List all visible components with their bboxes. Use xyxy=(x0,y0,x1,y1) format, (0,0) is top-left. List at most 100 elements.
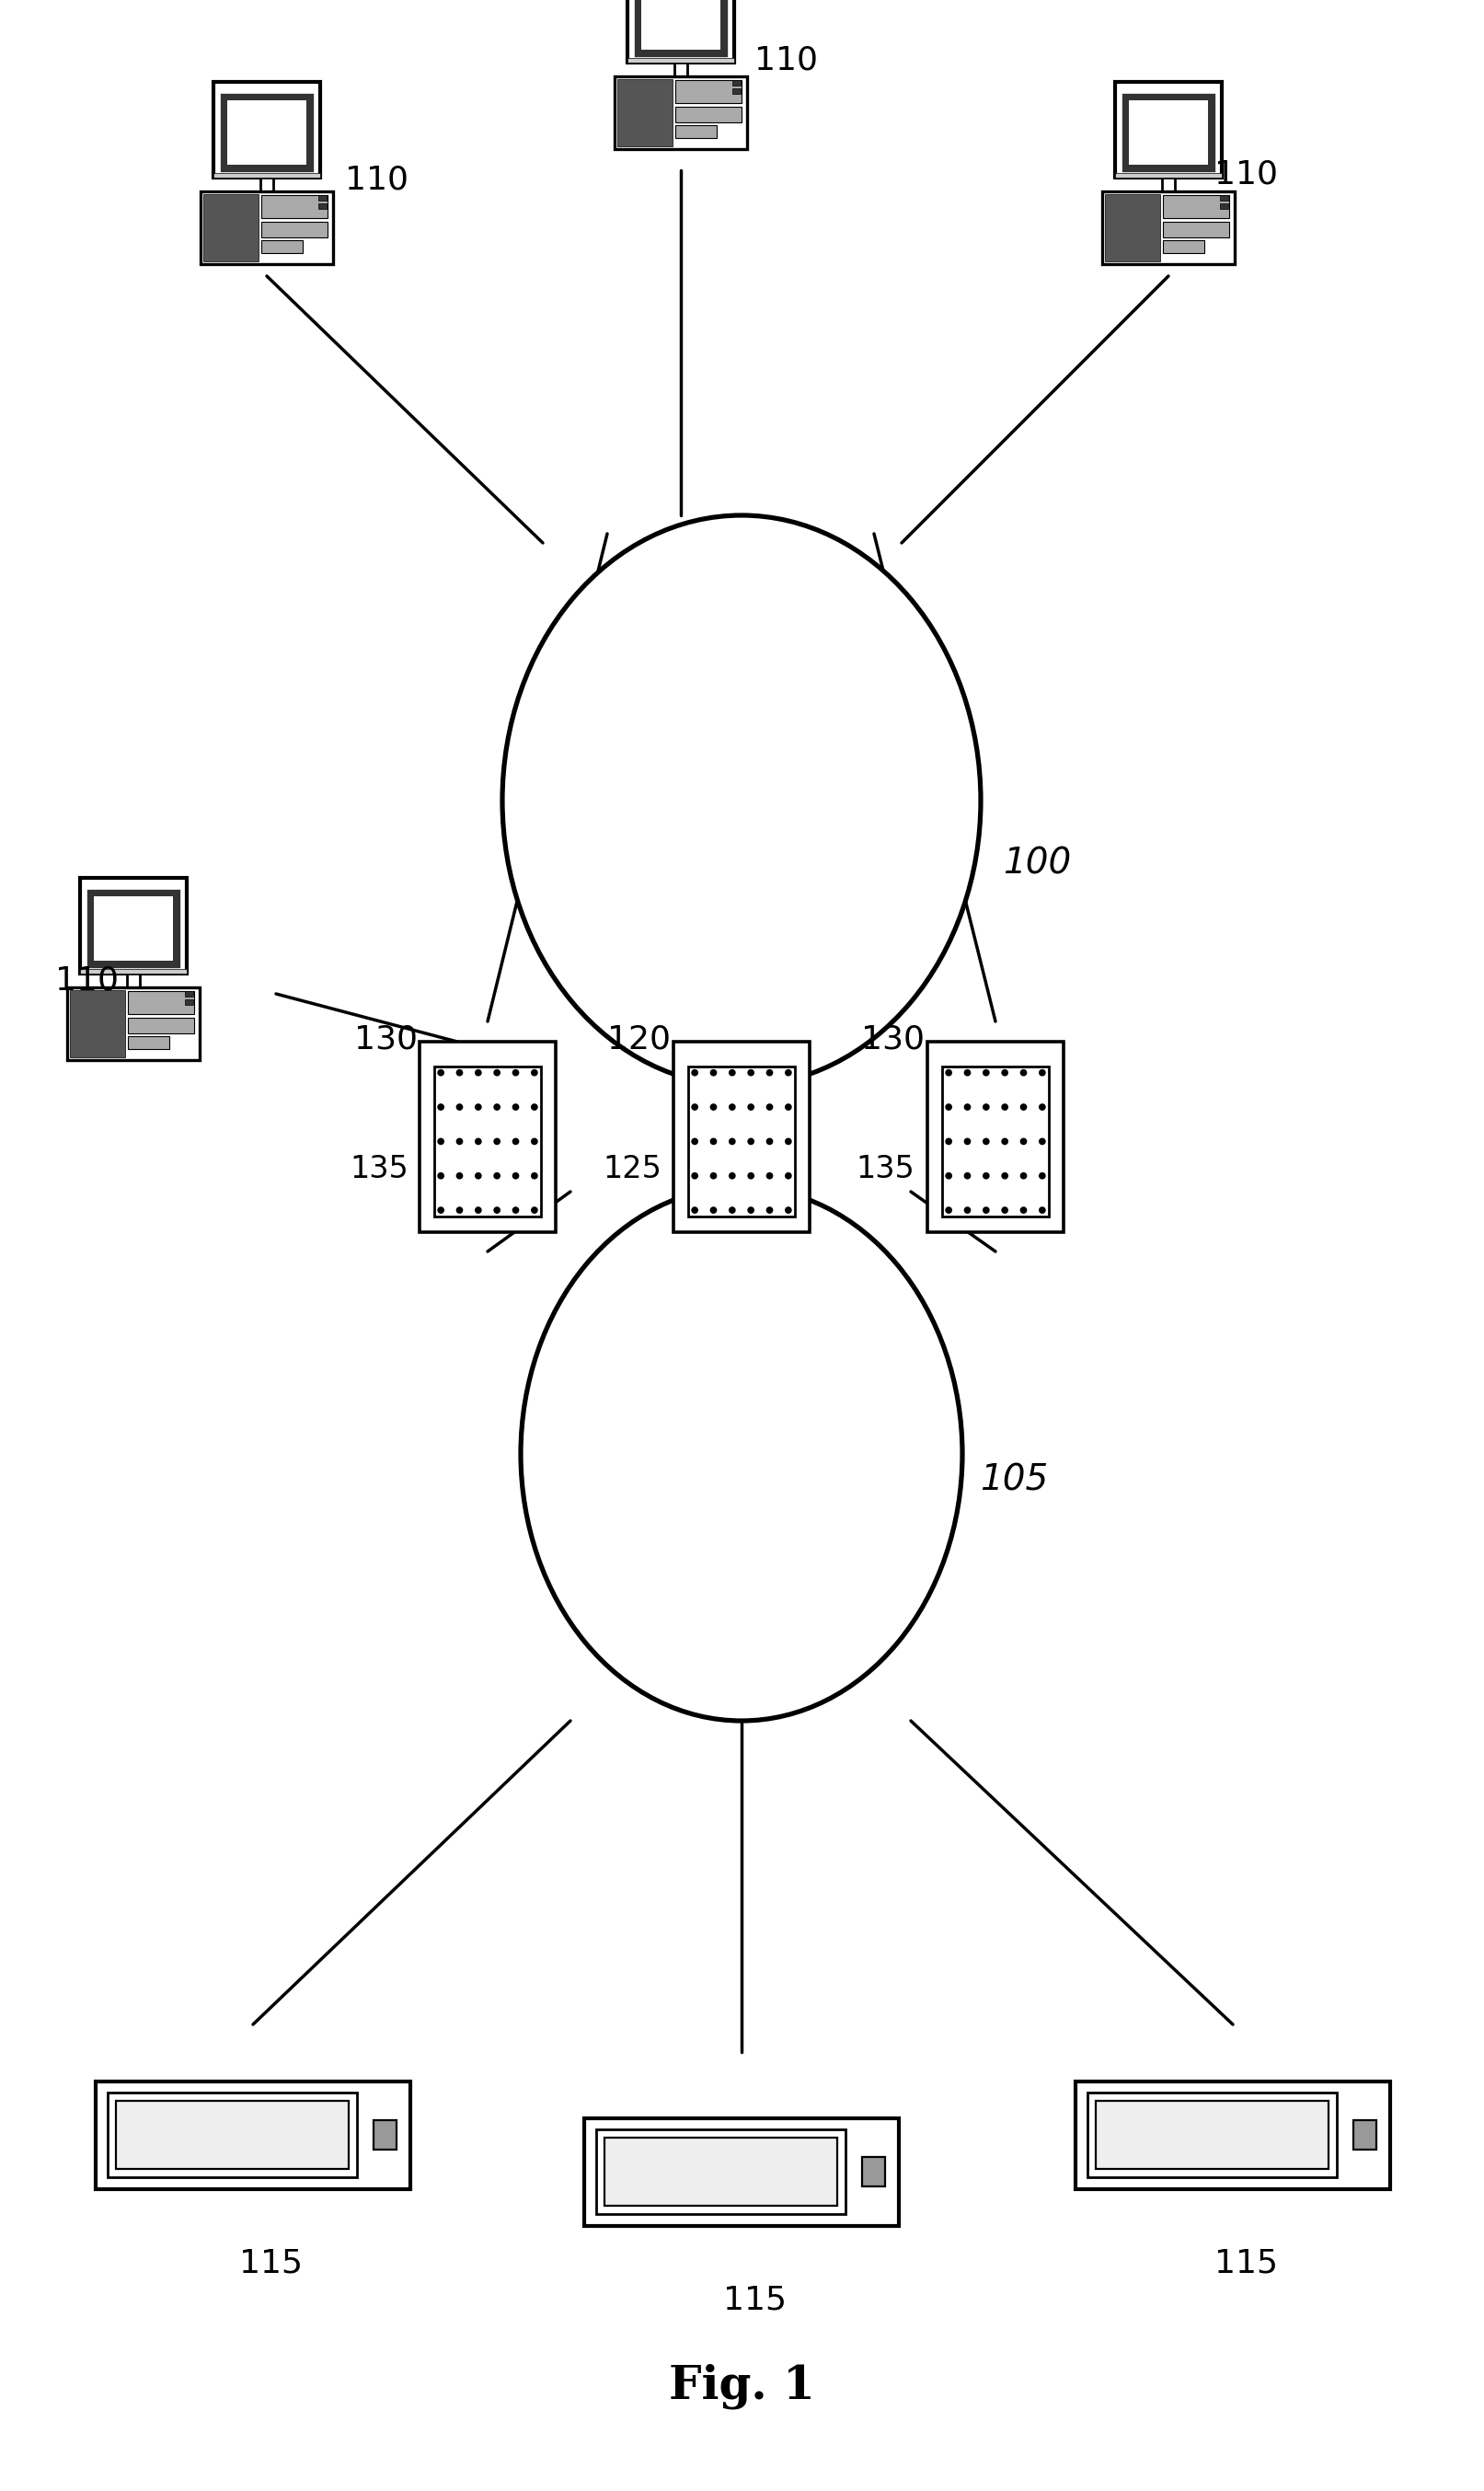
Circle shape xyxy=(984,1173,988,1178)
Bar xyxy=(1116,172,1221,177)
Text: 130: 130 xyxy=(355,1024,417,1056)
Bar xyxy=(319,194,326,199)
Circle shape xyxy=(457,1208,463,1213)
Bar xyxy=(595,2130,846,2214)
Ellipse shape xyxy=(502,516,981,1086)
Bar xyxy=(260,177,273,192)
Circle shape xyxy=(1002,1069,1008,1076)
Bar xyxy=(128,1036,169,1049)
Circle shape xyxy=(457,1069,463,1076)
Circle shape xyxy=(494,1104,500,1111)
Bar xyxy=(227,100,307,164)
Circle shape xyxy=(1002,1104,1008,1111)
Bar xyxy=(319,204,326,209)
Circle shape xyxy=(984,1138,988,1143)
Bar xyxy=(733,80,741,85)
Bar xyxy=(1076,2080,1391,2190)
Circle shape xyxy=(531,1138,537,1143)
Bar xyxy=(1123,95,1214,169)
Circle shape xyxy=(729,1104,735,1111)
Circle shape xyxy=(1039,1104,1045,1111)
Circle shape xyxy=(984,1208,988,1213)
Circle shape xyxy=(513,1138,518,1143)
Circle shape xyxy=(767,1173,773,1178)
Circle shape xyxy=(1021,1208,1027,1213)
Bar xyxy=(372,2120,396,2150)
Circle shape xyxy=(785,1138,791,1143)
Circle shape xyxy=(945,1069,951,1076)
Circle shape xyxy=(1021,1104,1027,1111)
Bar xyxy=(635,0,726,55)
Bar xyxy=(1088,2092,1337,2177)
Circle shape xyxy=(531,1069,537,1076)
Circle shape xyxy=(1021,1173,1027,1178)
Circle shape xyxy=(984,1069,988,1076)
Bar xyxy=(80,877,187,974)
Circle shape xyxy=(513,1208,518,1213)
Bar xyxy=(628,57,733,62)
Circle shape xyxy=(767,1104,773,1111)
Circle shape xyxy=(692,1104,697,1111)
Text: Fig. 1: Fig. 1 xyxy=(669,2364,815,2409)
Circle shape xyxy=(748,1069,754,1076)
Circle shape xyxy=(748,1104,754,1111)
Bar xyxy=(1220,204,1229,209)
Circle shape xyxy=(513,1069,518,1076)
Circle shape xyxy=(965,1208,971,1213)
Text: 120: 120 xyxy=(607,1024,671,1056)
Circle shape xyxy=(711,1069,717,1076)
Bar xyxy=(641,0,721,50)
Circle shape xyxy=(438,1208,444,1213)
Text: 110: 110 xyxy=(55,964,119,996)
Circle shape xyxy=(475,1208,481,1213)
Bar xyxy=(942,1066,1049,1216)
Circle shape xyxy=(531,1104,537,1111)
Bar xyxy=(628,0,733,62)
Circle shape xyxy=(711,1138,717,1143)
Circle shape xyxy=(692,1138,697,1143)
Bar xyxy=(95,2080,411,2190)
Text: 105: 105 xyxy=(979,1462,1048,1497)
Bar xyxy=(733,87,741,95)
Circle shape xyxy=(438,1138,444,1143)
Bar xyxy=(1163,222,1229,237)
Bar xyxy=(107,2092,358,2177)
Bar xyxy=(604,2137,837,2205)
Bar xyxy=(261,239,303,254)
Circle shape xyxy=(785,1208,791,1213)
Circle shape xyxy=(965,1173,971,1178)
Circle shape xyxy=(692,1173,697,1178)
Bar xyxy=(435,1066,542,1216)
Circle shape xyxy=(1039,1173,1045,1178)
Circle shape xyxy=(475,1069,481,1076)
Bar xyxy=(675,125,717,139)
Text: 110: 110 xyxy=(344,164,408,194)
Circle shape xyxy=(767,1069,773,1076)
Text: 110: 110 xyxy=(1214,159,1278,189)
Bar xyxy=(186,999,193,1004)
Bar xyxy=(675,107,742,122)
Circle shape xyxy=(785,1173,791,1178)
Circle shape xyxy=(748,1208,754,1213)
Circle shape xyxy=(531,1173,537,1178)
Circle shape xyxy=(748,1173,754,1178)
Bar xyxy=(1095,2100,1328,2170)
Circle shape xyxy=(1002,1138,1008,1143)
Circle shape xyxy=(729,1138,735,1143)
Circle shape xyxy=(965,1104,971,1111)
Circle shape xyxy=(785,1069,791,1076)
Circle shape xyxy=(475,1173,481,1178)
Bar xyxy=(126,974,139,986)
Bar xyxy=(420,1041,556,1231)
Bar xyxy=(186,991,193,996)
Bar xyxy=(128,1016,194,1034)
Bar xyxy=(203,194,258,262)
Bar xyxy=(93,897,174,962)
Circle shape xyxy=(475,1104,481,1111)
Circle shape xyxy=(711,1173,717,1178)
Circle shape xyxy=(513,1104,518,1111)
Bar xyxy=(585,2117,899,2224)
Circle shape xyxy=(984,1104,988,1111)
Bar xyxy=(214,82,319,177)
Circle shape xyxy=(494,1138,500,1143)
